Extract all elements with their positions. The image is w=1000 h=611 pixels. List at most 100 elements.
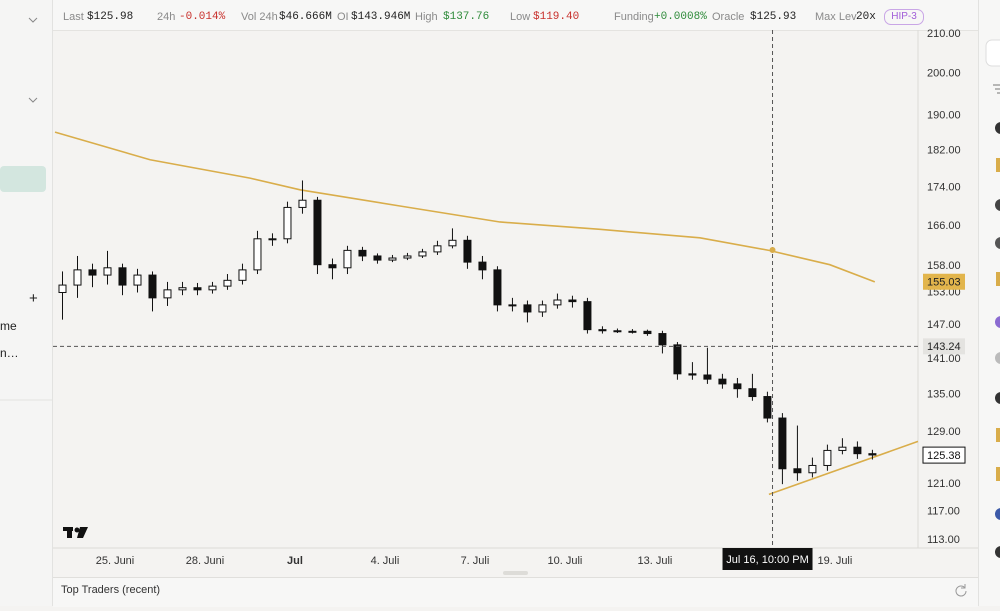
stat-value: -0.014% bbox=[179, 11, 226, 23]
candle-body bbox=[583, 301, 592, 331]
refresh-arrow bbox=[961, 584, 966, 589]
candle-body bbox=[118, 267, 127, 286]
x-tick-label: 4. Juli bbox=[371, 555, 400, 567]
trader-avatar[interactable] bbox=[996, 428, 1000, 442]
stat-label: Max Lev bbox=[815, 11, 857, 23]
sidebar-icons bbox=[0, 17, 52, 401]
candle-body bbox=[328, 264, 337, 269]
candle-body bbox=[598, 329, 607, 332]
candle-body bbox=[208, 285, 217, 291]
candle-body bbox=[358, 249, 367, 257]
candle-body bbox=[373, 255, 382, 261]
trader-avatar[interactable] bbox=[996, 272, 1000, 286]
selected-item[interactable] bbox=[0, 166, 46, 192]
y-tick-label: 129.00 bbox=[927, 426, 961, 438]
menu-icon[interactable] bbox=[993, 84, 1000, 94]
indicator-line bbox=[54, 131, 876, 283]
stat-value: $46.666M bbox=[279, 11, 332, 23]
candle-body bbox=[628, 330, 637, 333]
candle-body bbox=[298, 199, 307, 208]
candle-body bbox=[163, 289, 172, 299]
trader-avatar[interactable] bbox=[995, 546, 1000, 558]
candle-body bbox=[508, 304, 517, 307]
indicator-line bbox=[768, 440, 919, 496]
trader-avatar[interactable] bbox=[995, 392, 1000, 404]
candle-body bbox=[448, 239, 457, 247]
y-tick-label: 135.00 bbox=[927, 389, 961, 401]
candle-body bbox=[838, 446, 847, 451]
logo-part bbox=[67, 527, 72, 538]
candle-body bbox=[673, 344, 682, 375]
trader-avatar[interactable] bbox=[995, 508, 1000, 520]
stat-value: +0.0008% bbox=[654, 11, 707, 23]
x-tick-label: Jul bbox=[287, 555, 303, 567]
trader-avatar[interactable] bbox=[996, 158, 1000, 172]
badge: HIP-3 bbox=[884, 9, 924, 25]
candle-body bbox=[88, 269, 97, 276]
last-price-tag bbox=[922, 446, 966, 464]
candle-body bbox=[868, 453, 877, 456]
sidebar-item[interactable]: me bbox=[0, 319, 17, 333]
candle-body bbox=[523, 304, 532, 313]
candle-body bbox=[433, 245, 442, 253]
candle-body bbox=[613, 330, 622, 333]
y-tick-label: 166.00 bbox=[927, 220, 961, 232]
x-tick-label: 7. Juli bbox=[461, 555, 490, 567]
refresh-icon[interactable] bbox=[954, 583, 968, 597]
candle-body bbox=[463, 239, 472, 263]
add-button[interactable]: + bbox=[29, 290, 38, 307]
candle-body bbox=[823, 449, 832, 466]
stat-label: Funding bbox=[614, 11, 654, 23]
candle-body bbox=[553, 299, 562, 306]
trader-avatar[interactable] bbox=[995, 237, 1000, 249]
panel-box[interactable] bbox=[985, 39, 1000, 67]
stat-label: Low bbox=[510, 11, 531, 23]
y-tick-label: 174.00 bbox=[927, 181, 961, 193]
candle-body bbox=[568, 299, 577, 303]
chevron[interactable] bbox=[28, 17, 38, 23]
logo-part bbox=[63, 527, 73, 531]
drag-handle[interactable] bbox=[503, 571, 528, 575]
y-tick-label: 190.00 bbox=[927, 110, 961, 122]
trader-avatar[interactable] bbox=[995, 316, 1000, 328]
candle-body bbox=[193, 287, 202, 291]
y-tick-label: 158.00 bbox=[927, 260, 961, 272]
stats-bar: Last $125.98 24h -0.014% Vol 24h $46.666… bbox=[53, 0, 978, 31]
candle-body bbox=[718, 378, 727, 385]
trader-avatar[interactable] bbox=[996, 467, 1000, 481]
candle-body bbox=[658, 333, 667, 346]
stat-label: Vol 24h bbox=[241, 11, 278, 23]
candle-body bbox=[103, 267, 112, 276]
sidebar-item[interactable]: n… bbox=[0, 346, 19, 360]
trader-avatar[interactable] bbox=[995, 199, 1000, 211]
sidebar: + me n… bbox=[0, 0, 53, 606]
trader-avatar[interactable] bbox=[995, 352, 1000, 364]
stat-value: $137.76 bbox=[443, 11, 490, 23]
candle-body bbox=[178, 287, 187, 291]
chevron[interactable] bbox=[28, 97, 38, 103]
stat-value: $119.40 bbox=[533, 11, 580, 23]
x-tick-label: 25. Juni bbox=[96, 555, 135, 567]
y-tick-label: 113.00 bbox=[927, 534, 960, 546]
candle-body bbox=[223, 279, 232, 287]
stat-label: High bbox=[415, 11, 438, 23]
x-tick-label: 19. Juli bbox=[817, 555, 852, 567]
candle-body bbox=[763, 396, 772, 419]
candle-body bbox=[283, 206, 292, 240]
tradingview-logo bbox=[63, 527, 88, 538]
stat-value: $125.98 bbox=[87, 11, 134, 23]
candle-body bbox=[478, 261, 487, 271]
y-tick-label: 117.00 bbox=[927, 506, 960, 518]
y-tick-label: 121.00 bbox=[927, 478, 961, 490]
stat-value: $143.946M bbox=[351, 11, 411, 23]
last-price-label: 125.38 bbox=[927, 450, 961, 462]
candle-body bbox=[58, 284, 67, 294]
candle-body bbox=[388, 257, 397, 261]
candle-body bbox=[343, 249, 352, 269]
candle-body bbox=[793, 468, 802, 474]
stat-label: OI bbox=[337, 11, 349, 23]
refresh-arc bbox=[955, 585, 967, 597]
y-tick-label: 153.00 bbox=[927, 286, 961, 298]
trader-avatar[interactable] bbox=[995, 122, 1000, 134]
candle-body bbox=[538, 304, 547, 313]
